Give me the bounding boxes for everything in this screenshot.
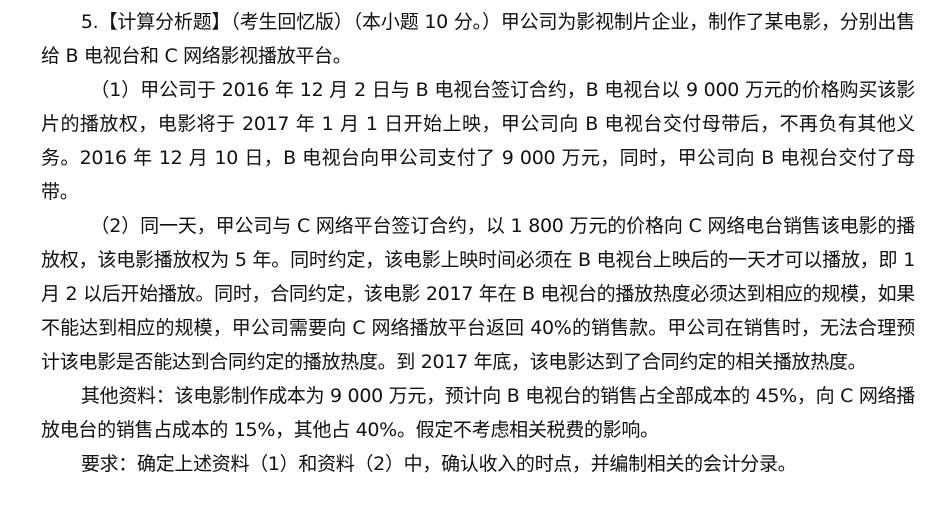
requirement: 要求：确定上述资料（1）和资料（2）中，确认收入的时点，并编制相关的会计分录。 <box>80 453 797 475</box>
question-item-2: （2）同一天，甲公司与 C 网络平台签订合约，以 1 800 万元的价格向 C … <box>41 215 915 373</box>
other-info: 其他资料：该电影制作成本为 9 000 万元，预计向 B 电视台的销售占全部成本… <box>41 385 915 441</box>
question-intro: 5.【计算分析题】（考生回忆版）（本小题 10 分。）甲公司为影视制片企业，制作… <box>41 11 915 67</box>
question-document: 5.【计算分析题】（考生回忆版）（本小题 10 分。）甲公司为影视制片企业，制作… <box>41 5 915 481</box>
question-item-1: （1）甲公司于 2016 年 12 月 2 日与 B 电视台签订合约，B 电视台… <box>41 79 915 203</box>
